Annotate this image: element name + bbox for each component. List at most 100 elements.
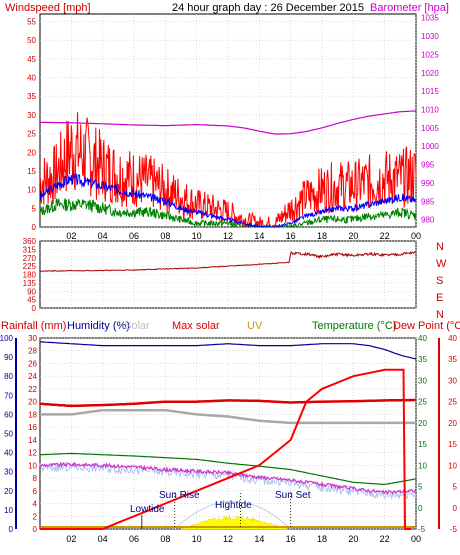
temp-y-tick: 35: [418, 355, 427, 364]
rain-y-tick: 18: [28, 410, 37, 419]
dir-y-tick: 180: [23, 271, 37, 280]
temp-y-tick: 5: [418, 483, 423, 492]
temp-x-tick: 02: [66, 534, 76, 544]
temp-x-tick: 20: [348, 534, 358, 544]
rain-y-tick: 30: [28, 334, 37, 343]
temp-y-tick: 10: [418, 461, 427, 470]
wind-x-tick: 14: [254, 231, 264, 241]
dew-y-tick: 35: [448, 355, 457, 364]
wind-direction-line: [39, 250, 417, 272]
rain-y-tick: 16: [28, 423, 37, 432]
temp-y-tick: -5: [418, 525, 426, 534]
humidity-y-tick: 70: [4, 391, 13, 400]
dew-y-tick: 0: [453, 504, 458, 513]
max-solar-line: [39, 398, 416, 408]
dew-y-tick: 5: [453, 483, 458, 492]
dir-y-tick: 360: [23, 237, 37, 246]
wind-y-tick: 10: [27, 186, 36, 195]
wind-x-tick: 20: [348, 231, 358, 241]
wind-x-tick: 04: [98, 231, 108, 241]
wind-y-tick: 5: [32, 204, 37, 213]
rainfall-line: [40, 368, 412, 530]
legend-humidity: Humidity (%): [67, 320, 130, 332]
dir-y-tick: 45: [27, 296, 36, 305]
low-line: [39, 198, 417, 229]
baro-y-tick: 1035: [421, 14, 439, 23]
rain-y-tick: 4: [33, 500, 38, 509]
rain-y-tick: 14: [28, 436, 37, 445]
legend-max-solar: Max solar: [172, 320, 220, 332]
rain-y-tick: 10: [28, 461, 37, 470]
dew-y-tick: 10: [448, 461, 457, 470]
dir-y-tick: 135: [23, 279, 37, 288]
humidity-line: [39, 341, 417, 360]
wind-x-tick: 02: [66, 231, 76, 241]
wind-x-tick: 10: [192, 231, 202, 241]
baro-y-tick: 1015: [421, 87, 439, 96]
baro-y-tick: 980: [421, 216, 435, 225]
dir-y-tick: 90: [27, 287, 36, 296]
humidity-y-tick: 40: [4, 449, 13, 458]
wind-y-tick: 50: [27, 36, 36, 45]
humidity-y-tick: 60: [4, 410, 13, 419]
wind-y-tick: 55: [27, 17, 36, 26]
hightide-label: Hightide: [215, 500, 252, 511]
dir-compass-label: W: [436, 258, 447, 270]
humidity-y-tick: 30: [4, 468, 13, 477]
dir-y-tick: 315: [23, 245, 37, 254]
rain-y-tick: 24: [28, 372, 37, 381]
temp-x-tick: 06: [129, 534, 139, 544]
temp-y-tick: 25: [418, 398, 427, 407]
baro-axis-label: Barometer [hpa]: [370, 2, 449, 14]
wind-y-tick: 30: [27, 111, 36, 120]
area-fills: [41, 501, 415, 530]
dir-y-tick: 270: [23, 254, 37, 263]
temp-x-tick: 10: [192, 534, 202, 544]
legend-solar: Solar: [124, 320, 150, 332]
temp-x-tick: 22: [380, 534, 390, 544]
humidity-y-tick: 20: [4, 487, 13, 496]
graph-title: 24 hour graph day : 26 December 2015: [172, 2, 364, 14]
temp-x-tick: 14: [254, 534, 264, 544]
humidity-y-tick: 90: [4, 353, 13, 362]
temp-x-tick: 16: [286, 534, 296, 544]
rain-y-tick: 6: [33, 487, 38, 496]
dir-y-tick: 0: [32, 304, 37, 313]
barometer-line: [39, 110, 416, 135]
wind-x-tick: 08: [160, 231, 170, 241]
gust-line: [39, 112, 417, 229]
baro-y-tick: 1000: [421, 142, 439, 151]
legend-dew-point: Dew Point (°C): [393, 320, 460, 332]
rain-y-tick: 0: [33, 525, 38, 534]
axis-ticks: 02 04 06 08 10 12 14 16 18 20 22 000510152025303540…: [0, 14, 458, 544]
temp-y-tick: 40: [418, 334, 427, 343]
dew-y-tick: 20: [448, 419, 457, 428]
rain-y-tick: 8: [33, 474, 38, 483]
uv-baseline: [41, 526, 415, 528]
rain-y-tick: 22: [28, 385, 37, 394]
rain-y-tick: 26: [28, 359, 37, 368]
temp-y-tick: 30: [418, 376, 427, 385]
legend-rainfall: Rainfall (mm): [1, 320, 66, 332]
dew-y-tick: -5: [450, 525, 458, 534]
solar-area: [180, 514, 288, 530]
temp-x-tick: 04: [98, 534, 108, 544]
solar-arc: [174, 501, 292, 530]
wind-x-tick: 12: [223, 231, 233, 241]
dew-y-tick: 15: [448, 440, 457, 449]
event-markers: [141, 493, 292, 529]
wind-y-tick: 20: [27, 148, 36, 157]
dew-y-tick: 25: [448, 398, 457, 407]
sunrise-label: Sun Rise: [159, 490, 200, 501]
legend-temperature: Temperature (°C): [312, 320, 396, 332]
wind-y-tick: 45: [27, 55, 36, 64]
rain-y-tick: 12: [28, 449, 37, 458]
dew-point-line: [39, 461, 417, 495]
baro-y-tick: 1020: [421, 69, 439, 78]
baro-y-tick: 990: [421, 179, 435, 188]
wind-y-tick: 35: [27, 92, 36, 101]
rain-y-tick: 20: [28, 398, 37, 407]
temp-y-tick: 0: [418, 504, 423, 513]
